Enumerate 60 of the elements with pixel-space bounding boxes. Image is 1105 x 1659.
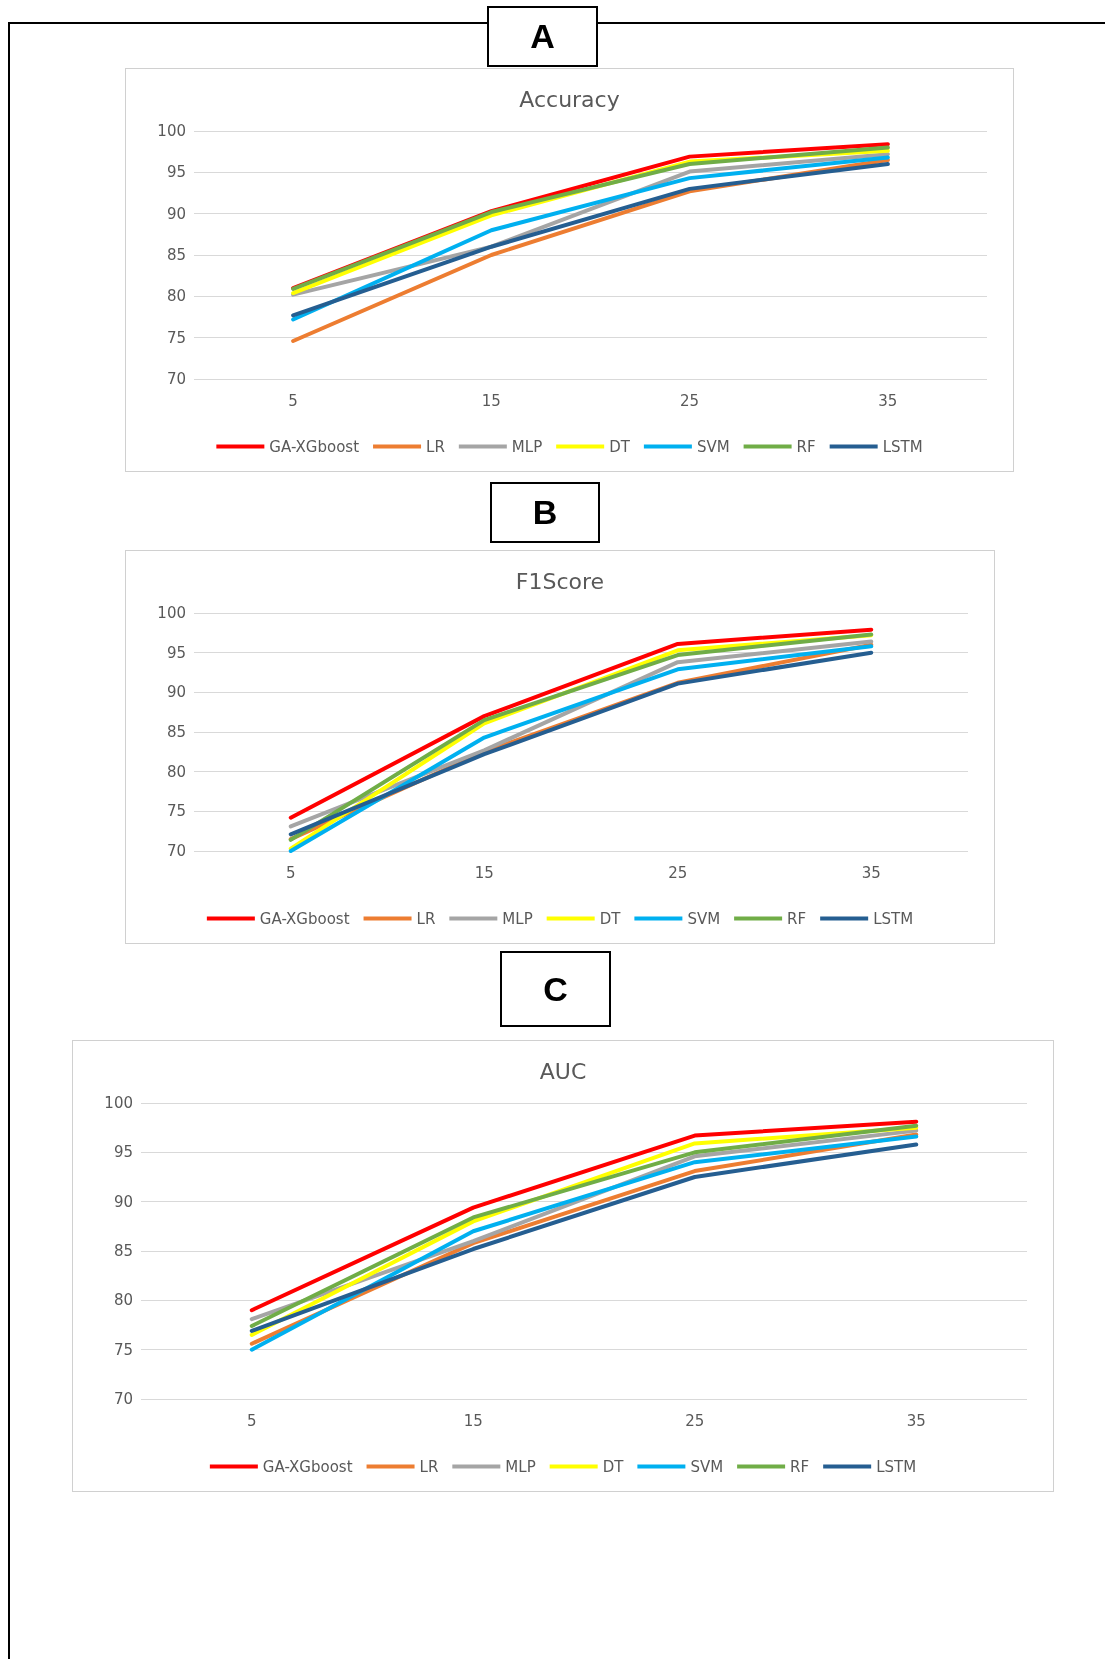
y-tick-label: 95 [166, 163, 186, 182]
y-tick-label: 90 [166, 683, 186, 702]
legend-label: MLP [511, 437, 543, 456]
x-tick-label: 25 [680, 391, 700, 410]
legend-label: DT [599, 909, 622, 928]
x-tick-label: 5 [288, 391, 298, 410]
y-tick-label: 85 [166, 723, 186, 741]
y-tick-label: 70 [113, 1390, 133, 1408]
y-tick-label: 85 [166, 246, 186, 264]
text: C [500, 951, 611, 1027]
y-tick-label: 85 [113, 1242, 133, 1260]
legend-label: LR [416, 909, 436, 928]
x-tick-label: 15 [463, 1411, 483, 1430]
legend-label: LSTM [882, 437, 923, 456]
y-tick-label: 75 [166, 328, 186, 347]
y-tick-label: 95 [166, 643, 186, 662]
y-tick-label: 100 [157, 122, 186, 140]
legend-label: RF [787, 909, 807, 928]
legend-label: RF [796, 437, 816, 456]
y-tick-label: 70 [166, 842, 186, 860]
legend-label: RF [790, 1457, 810, 1476]
y-tick-label: 100 [157, 604, 186, 622]
chart-title: AUC [539, 1058, 587, 1084]
x-tick-label: 15 [474, 863, 494, 882]
text: B [490, 482, 600, 543]
legend-label: SVM [687, 909, 721, 928]
legend-label: LSTM [873, 909, 914, 928]
legend-label: MLP [505, 1457, 536, 1476]
legend-label: SVM [690, 1457, 724, 1476]
legend-label: GA-XGboost [269, 437, 360, 456]
legend-label: GA-XGboost [262, 1457, 353, 1476]
y-tick-label: 100 [104, 1094, 133, 1112]
chart-title: Accuracy [519, 86, 620, 112]
x-tick-label: 25 [685, 1411, 705, 1430]
legend-label: DT [609, 437, 631, 456]
legend-label: DT [602, 1457, 625, 1476]
y-tick-label: 90 [166, 204, 186, 223]
y-tick-label: 75 [113, 1340, 133, 1359]
x-tick-label: 5 [246, 1411, 257, 1430]
x-tick-label: 35 [878, 391, 898, 410]
x-tick-label: 5 [285, 863, 296, 882]
y-tick-label: 75 [166, 802, 186, 821]
y-tick-label: 95 [113, 1143, 133, 1162]
legend-label: LR [426, 437, 445, 456]
text: A [487, 6, 598, 67]
y-tick-label: 70 [166, 370, 186, 388]
legend-label: SVM [696, 437, 730, 456]
legend-label: MLP [502, 909, 533, 928]
x-tick-label: 15 [481, 391, 501, 410]
x-tick-label: 35 [861, 863, 881, 882]
chart-title: F1Score [515, 568, 605, 594]
legend-label: LSTM [876, 1457, 917, 1476]
legend-label: LR [419, 1457, 439, 1476]
x-tick-label: 35 [906, 1411, 926, 1430]
y-tick-label: 80 [113, 1291, 133, 1310]
y-tick-label: 80 [166, 287, 186, 306]
y-tick-label: 80 [166, 762, 186, 781]
legend-label: GA-XGboost [259, 909, 350, 928]
x-tick-label: 25 [668, 863, 688, 882]
y-tick-label: 90 [113, 1192, 133, 1211]
